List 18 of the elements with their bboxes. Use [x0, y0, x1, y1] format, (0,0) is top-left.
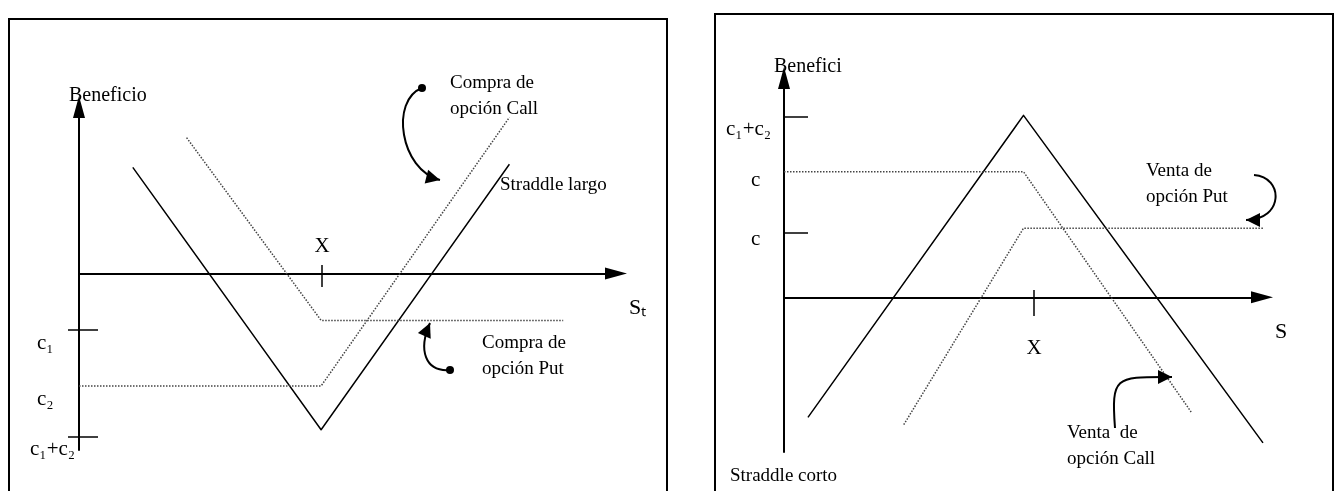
- annotation: Compra de opción Call: [450, 70, 539, 118]
- text: Straddle corto: [730, 463, 838, 485]
- annotation: Venta de opción Call: [1067, 420, 1156, 468]
- y-axis-title: Benefici: [774, 54, 843, 76]
- text: c₂: [37, 386, 54, 410]
- annotation: Straddle largo: [500, 172, 607, 194]
- text: c₁+c₂: [30, 436, 76, 460]
- annotation: Compra de opción Put: [482, 330, 566, 378]
- text: c: [751, 226, 761, 250]
- annotation: X: [314, 233, 330, 257]
- text: c₁: [37, 330, 54, 354]
- x-axis-title: Sₜ: [629, 294, 647, 320]
- annotation: Venta de opción Put: [1146, 158, 1229, 206]
- text: c: [751, 167, 761, 191]
- annotation: X: [1026, 335, 1042, 359]
- y-axis-title: Beneficio: [69, 83, 147, 105]
- x-axis-title: S: [1275, 317, 1288, 343]
- text: c₁+c₂: [726, 116, 772, 140]
